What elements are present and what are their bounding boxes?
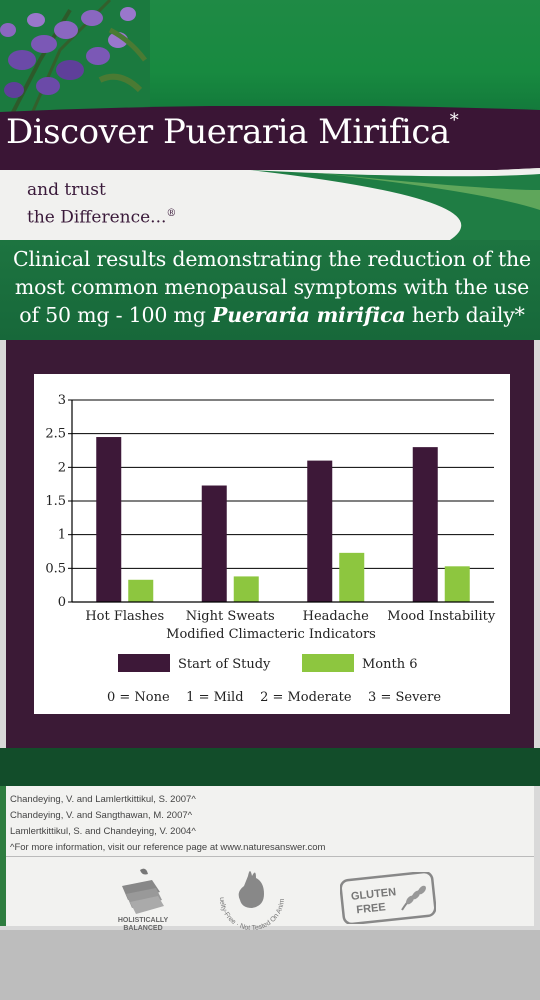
tagline-line2: the Difference...® (27, 207, 177, 228)
y-tick-label: 1.5 (45, 494, 66, 509)
bar-start (307, 460, 333, 602)
reference-item: Chandeying, V. and Sangthawan, M. 2007^ (10, 810, 193, 821)
bar-month6 (339, 552, 365, 602)
bar-month6 (233, 576, 259, 602)
chart-box: 0 0.5 1 1.5 2 2.5 3 Hot Flashes Night Sweats Head… (34, 374, 510, 714)
y-tick-label: 2.5 (45, 427, 66, 442)
scale-note: 0 = None 1 = Mild 2 = Moderate 3 = Sever… (107, 690, 441, 705)
cruelty-free-badge: Cruelty-Free · Not Tested On Animals (212, 862, 286, 932)
legend-label: Month 6 (362, 657, 418, 672)
legend-label: Start of Study (178, 657, 271, 672)
bar-start (412, 447, 438, 602)
x-tick-label: Mood Instability (387, 609, 496, 624)
y-tick-label: 1 (58, 528, 66, 543)
dark-green-strip (0, 748, 540, 786)
intro-line3: of 50 mg - 100 mg Pueraria mirifica herb… (19, 303, 525, 327)
left-edge-strip (0, 786, 6, 926)
references-list: Chandeying, V. and Lamlertkittikul, S. 2… (10, 792, 325, 856)
legend-swatch (118, 654, 170, 672)
reference-item: Chandeying, V. and Lamlertkittikul, S. 2… (10, 794, 196, 805)
tagline-swoosh (250, 170, 540, 240)
bottom-grey-band (0, 930, 540, 1000)
intro-line1: Clinical results demonstrating the reduc… (13, 247, 531, 271)
bar-start (96, 437, 122, 602)
holistic-line2: BALANCED (123, 925, 162, 932)
intro-line2: most common menopausal symptoms with the… (14, 275, 530, 299)
rabbit-icon (238, 871, 264, 908)
y-tick-label: 0.5 (45, 561, 66, 576)
divider (6, 856, 534, 857)
bar-month6 (444, 566, 470, 602)
x-tick-label: Hot Flashes (85, 609, 164, 624)
holistically-balanced-badge: HOLISTICALLY BALANCED (118, 868, 169, 932)
x-tick-label: Headache (303, 609, 370, 624)
legend-swatch (302, 654, 354, 672)
reference-item: Lamlertkittikul, S. and Chandeying, V. 2… (10, 826, 196, 837)
bar-start (201, 485, 227, 602)
bar-month6 (128, 579, 154, 602)
clinical-intro-text: Clinical results demonstrating the reduc… (12, 245, 532, 329)
y-tick-label: 3 (58, 393, 66, 408)
gluten-line1: GLUTEN (350, 886, 396, 903)
reference-link-note: ^For more information, visit our referen… (10, 842, 326, 853)
y-tick-label: 2 (58, 460, 66, 475)
tagline-line1: and trust (27, 180, 106, 200)
x-tick-label: Night Sweats (186, 609, 275, 624)
wisteria-flowers-image (0, 0, 150, 118)
gluten-line2: FREE (356, 901, 386, 916)
tagline-text: and trust the Difference...® (27, 178, 176, 230)
holistic-line1: HOLISTICALLY (118, 917, 169, 924)
bar-chart: 0 0.5 1 1.5 2 2.5 3 Hot Flashes Night Sweats Head… (45, 393, 496, 705)
y-tick-label: 0 (58, 595, 66, 610)
x-axis-label: Modified Climacteric Indicators (166, 627, 376, 642)
intro-band (0, 240, 540, 340)
gluten-free-badge: GLUTEN FREE (340, 872, 436, 924)
banner-title: Discover Pueraria Mirifica* (6, 110, 459, 152)
